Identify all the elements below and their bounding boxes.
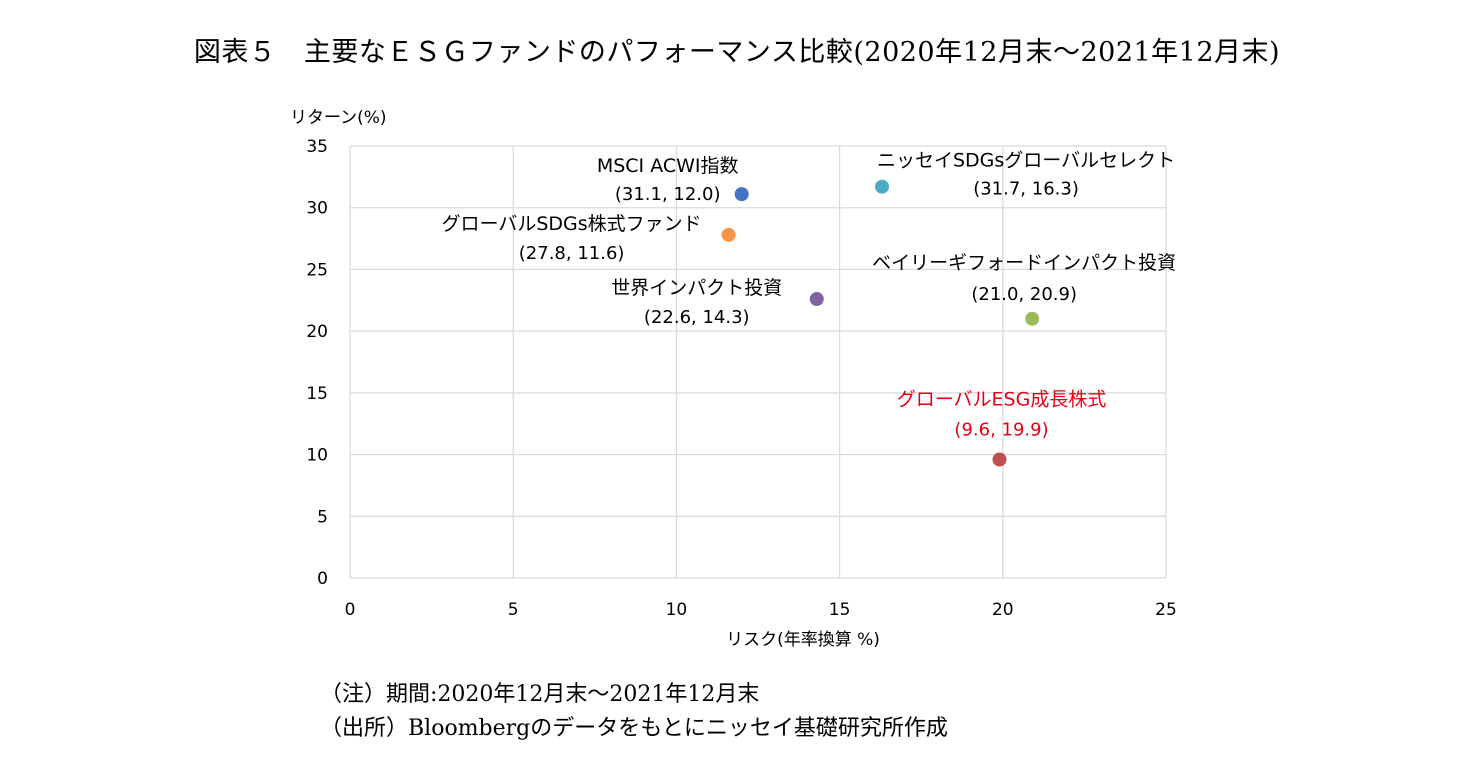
- notes: （注）期間:2020年12月末～2021年12月末 （出所）Bloombergの…: [320, 678, 948, 746]
- y-tick-label: 0: [317, 569, 328, 589]
- y-tick-label: 30: [306, 199, 328, 219]
- data-labels: MSCI ACWI指数 (31.1, 12.0) ニッセイSDGsグローバルセレクト…: [442, 150, 1177, 441]
- y-tick-label: 5: [317, 507, 328, 527]
- x-tick-label: 10: [666, 600, 688, 620]
- y-tick-label: 35: [306, 137, 328, 157]
- y-tick-label: 20: [306, 322, 328, 342]
- point-value-label: (31.1, 12.0): [615, 184, 721, 205]
- x-tick-label: 15: [829, 600, 851, 620]
- chart-title: 図表５ 主要なＥＳＧファンドのパフォーマンス比較(2020年12月末～2021年…: [193, 37, 1281, 68]
- point-name-label: ベイリーギフォードインパクト投資: [872, 252, 1176, 274]
- point-name-label: 世界インパクト投資: [611, 277, 782, 299]
- x-tick-label: 5: [508, 600, 519, 620]
- data-points: [721, 179, 1040, 467]
- point-name-label: グローバルESG成長株式: [897, 389, 1107, 411]
- point-value-label: (27.8, 11.6): [519, 243, 625, 264]
- point-value-label: (22.6, 14.3): [644, 307, 750, 328]
- grid-lines: [349, 145, 1167, 579]
- point-value-label: (21.0, 20.9): [971, 284, 1077, 305]
- data-point: [992, 452, 1007, 467]
- data-point: [809, 292, 824, 307]
- note-period: （注）期間:2020年12月末～2021年12月末: [320, 682, 760, 707]
- point-value-label: (9.6, 19.9): [954, 420, 1048, 441]
- note-source: （出所）Bloombergのデータをもとにニッセイ基礎研究所作成: [320, 716, 948, 741]
- data-point: [721, 227, 736, 242]
- y-tick-label: 25: [306, 260, 328, 280]
- point-name-label: ニッセイSDGsグローバルセレクト: [877, 150, 1175, 172]
- x-axis-label: リスク(年率換算 %): [726, 630, 880, 650]
- point-name-label: グローバルSDGs株式ファンド: [442, 213, 702, 235]
- axes: 0 5 10 15 20 25 30 35 0 5 10 15 20 25: [306, 137, 1176, 620]
- y-tick-label: 10: [306, 446, 328, 466]
- point-name-label: MSCI ACWI指数: [597, 155, 739, 177]
- data-point: [1025, 311, 1040, 326]
- x-tick-label: 25: [1155, 600, 1177, 620]
- y-tick-label: 15: [306, 384, 328, 404]
- y-axis-label: リターン(%): [290, 108, 387, 128]
- data-point: [875, 179, 890, 194]
- x-tick-label: 0: [345, 600, 356, 620]
- data-point: [734, 187, 749, 202]
- x-tick-label: 20: [992, 600, 1014, 620]
- point-value-label: (31.7, 16.3): [973, 179, 1079, 200]
